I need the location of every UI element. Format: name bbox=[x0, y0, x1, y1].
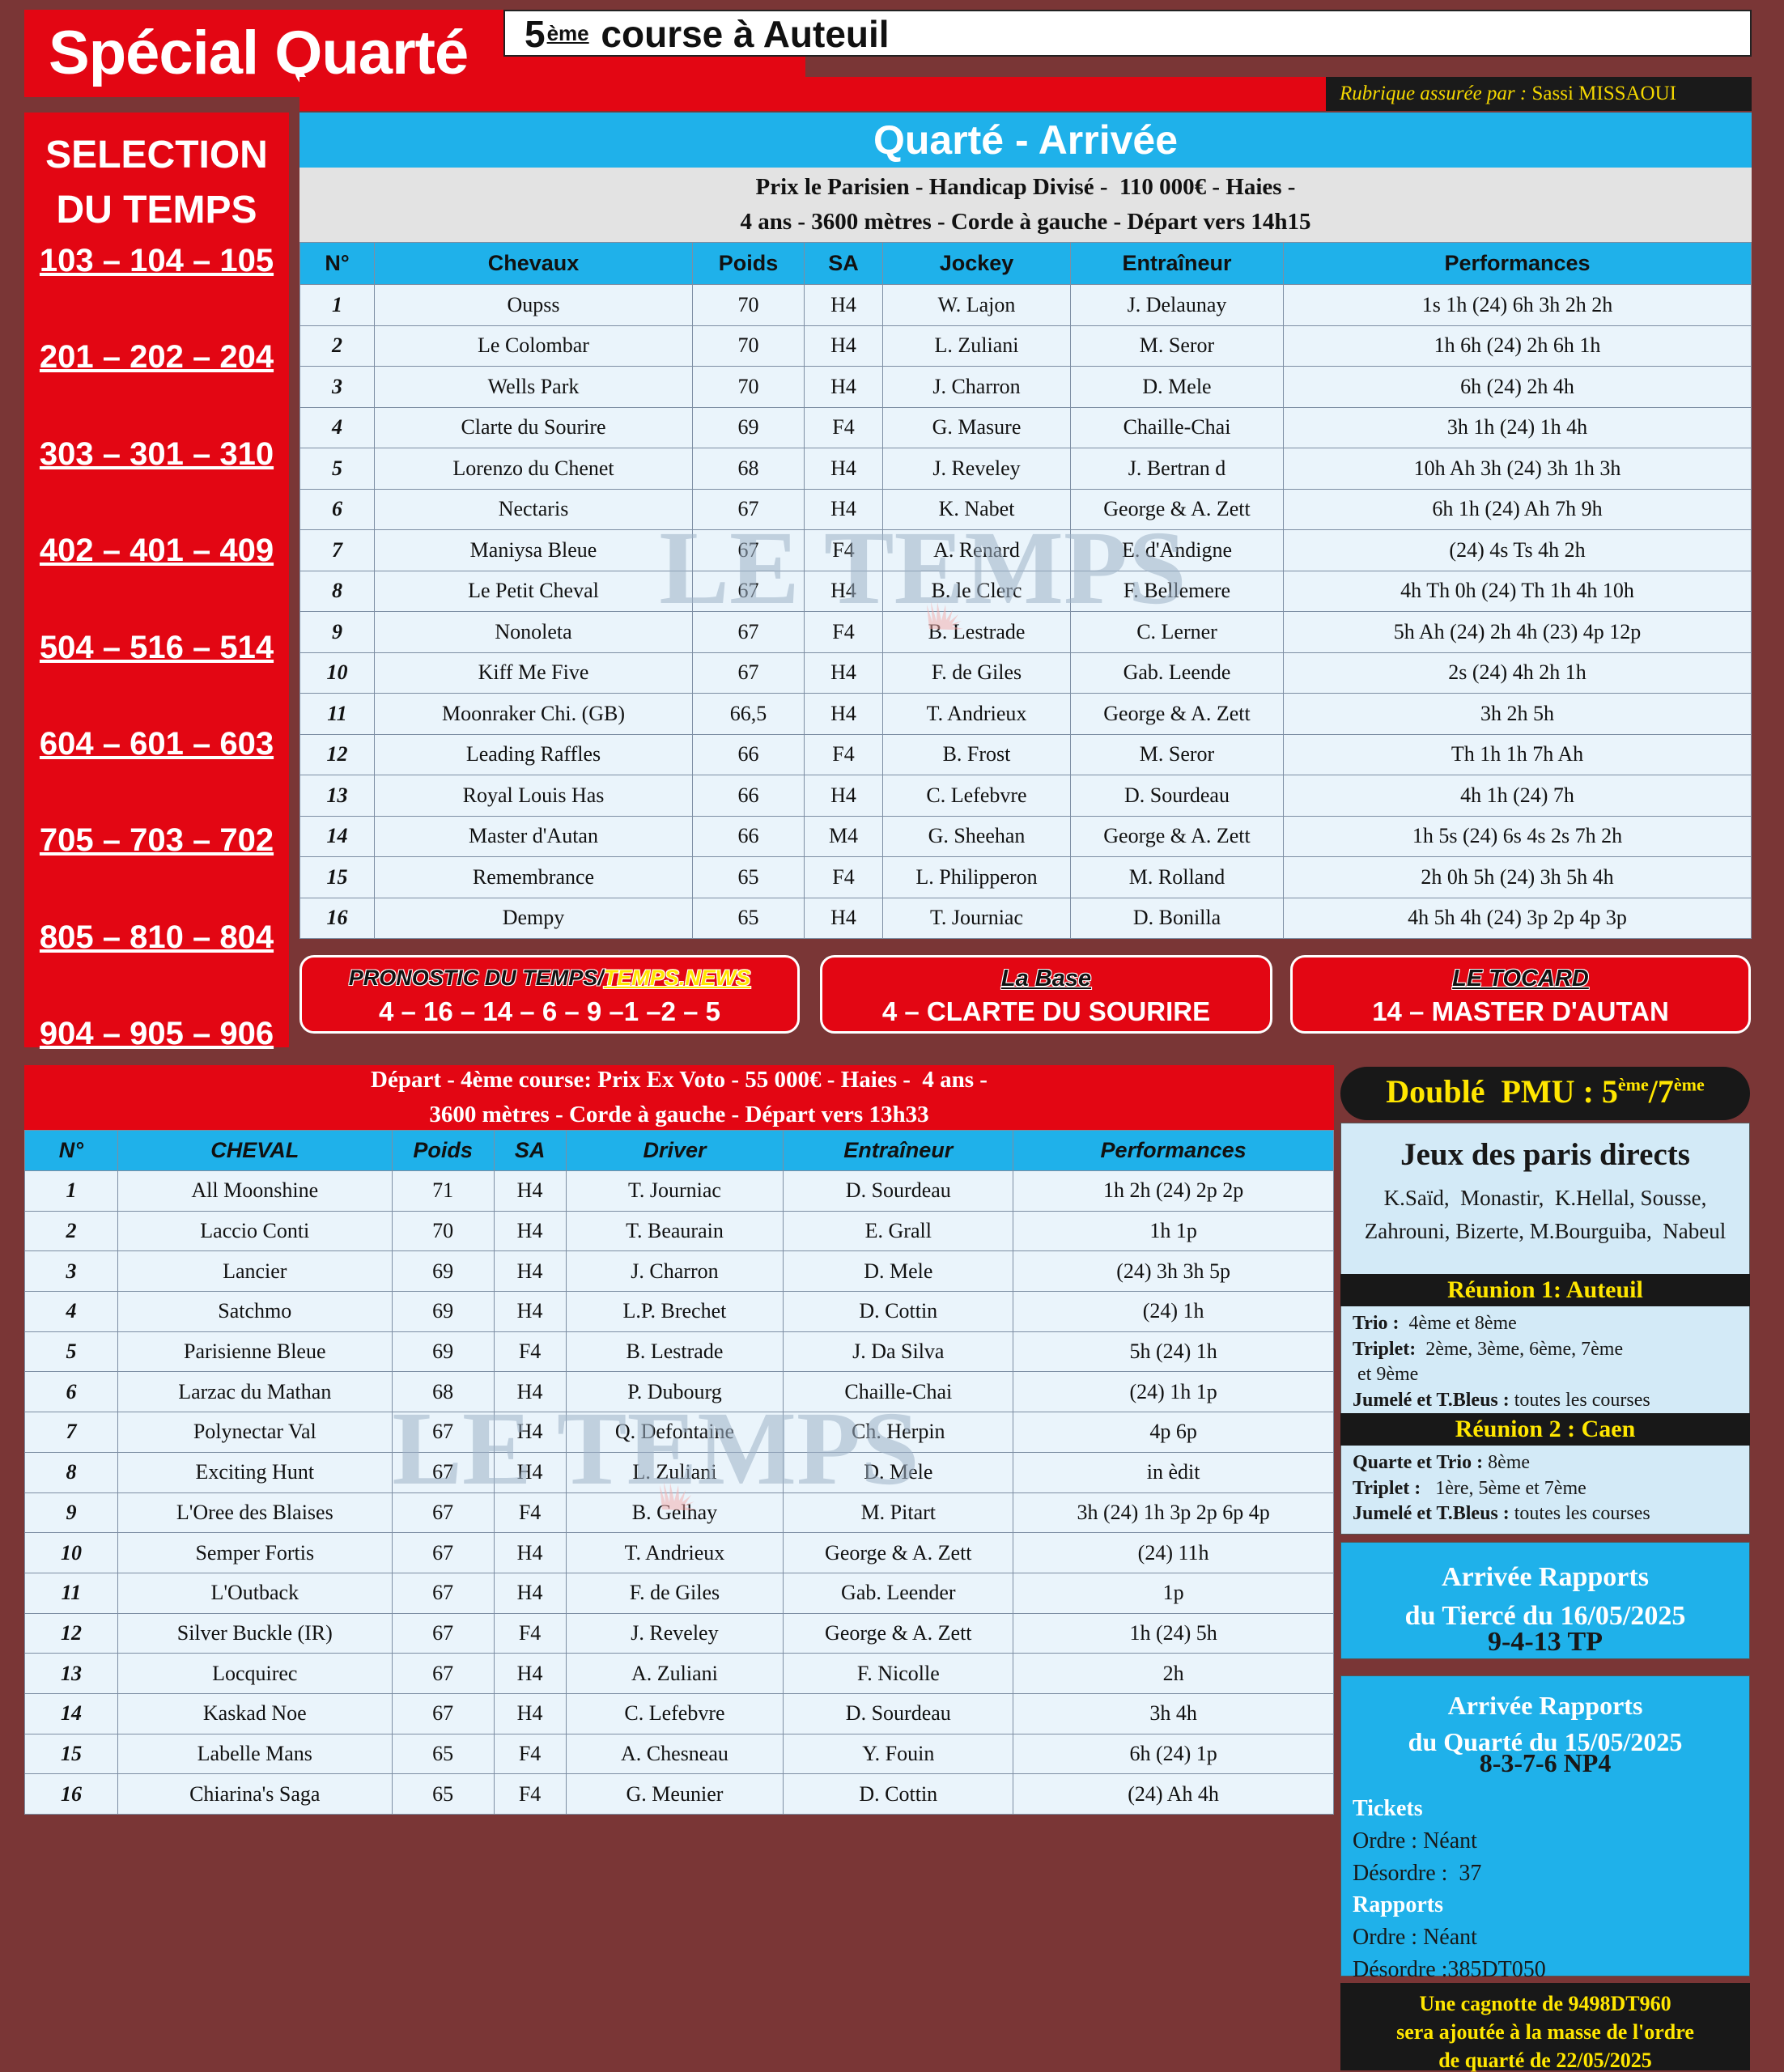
svg-text:LE TEMPS: LE TEMPS bbox=[659, 510, 1186, 626]
svg-text:LE TEMPS: LE TEMPS bbox=[392, 1391, 919, 1507]
